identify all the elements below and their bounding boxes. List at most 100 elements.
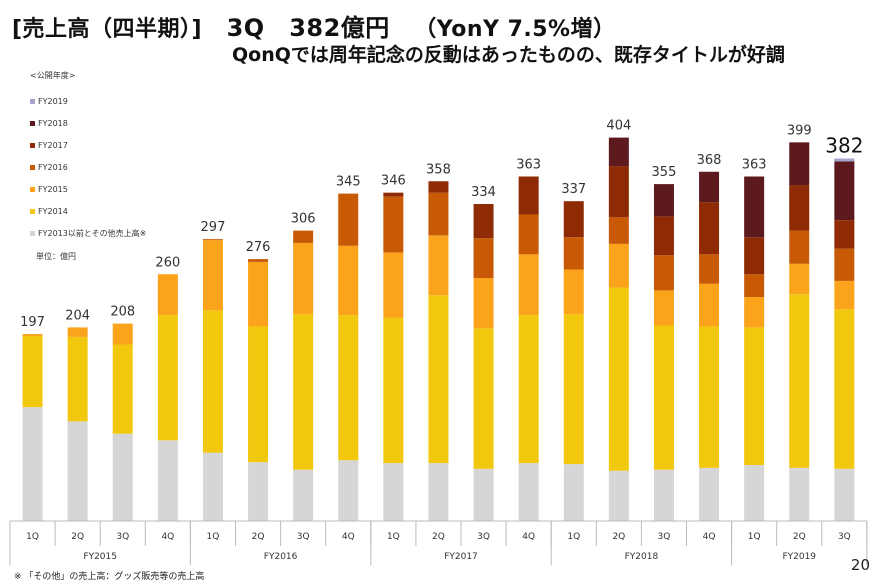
bar-segment: [744, 237, 765, 275]
total-label: 382: [825, 133, 863, 157]
bar-stack: [563, 201, 584, 521]
legend-item: FY2013以前とその他売上高※: [30, 222, 146, 244]
total-label: 260: [155, 255, 180, 270]
bar-segment: [744, 465, 765, 521]
unit-label: 単位：億円: [36, 252, 76, 261]
bar-stack: [473, 204, 494, 521]
bar-segment: [518, 315, 539, 464]
legend-label: FY2014: [38, 206, 68, 216]
group-label: FY2016: [264, 552, 298, 562]
x-tick-label: 1Q: [567, 532, 580, 542]
x-tick-label: 3Q: [477, 532, 490, 542]
bar-segment: [699, 254, 720, 284]
bar-segment: [699, 202, 720, 255]
bar-segment: [518, 254, 539, 316]
x-tick-label: 2Q: [612, 532, 625, 542]
bar-segment: [473, 328, 494, 469]
legend-swatch: [30, 120, 35, 126]
bar-stack: [157, 274, 178, 521]
bar-segment: [789, 294, 810, 468]
x-tick-label: 1Q: [26, 532, 39, 542]
x-tick-label: 3Q: [658, 532, 671, 542]
bar-segment: [653, 290, 674, 326]
total-label: 197: [20, 315, 45, 330]
bar-stack: [248, 259, 269, 521]
bar-segment: [248, 261, 269, 327]
bar-segment: [789, 142, 810, 186]
total-label: 363: [742, 158, 767, 173]
bar-segment: [383, 317, 404, 464]
bar-segment: [293, 314, 314, 470]
legend-item: FY2016: [30, 156, 146, 178]
bar-segment: [834, 280, 855, 310]
total-label: 399: [787, 123, 812, 138]
bar-segment: [653, 255, 674, 291]
bar-segment: [834, 248, 855, 281]
bar-segment: [428, 463, 449, 521]
bar-stack: [699, 171, 720, 521]
bar-segment: [563, 269, 584, 315]
bar-segment: [744, 176, 765, 238]
legend-item: FY2017: [30, 134, 146, 156]
bar-segment: [653, 469, 674, 521]
bar-segment: [202, 310, 223, 453]
legend-label: FY2017: [38, 140, 68, 150]
legend-item: FY2015: [30, 178, 146, 200]
bar-segment: [338, 193, 359, 246]
bar-stack: [834, 158, 855, 521]
total-label: 204: [65, 308, 90, 323]
bar-segment: [608, 243, 629, 288]
bar-segment: [67, 336, 88, 422]
bar-segment: [383, 463, 404, 521]
bar-segment: [67, 421, 88, 521]
bar-segment: [157, 440, 178, 521]
x-tick-label: 3Q: [297, 532, 310, 542]
page-number: 20: [850, 556, 870, 574]
bar-segment: [834, 161, 855, 221]
bar-segment: [789, 263, 810, 295]
x-tick-label: 1Q: [748, 532, 761, 542]
x-tick-label: 4Q: [161, 532, 174, 542]
legend-swatch: [30, 186, 35, 192]
bar-segment: [789, 467, 810, 521]
x-tick-label: 1Q: [387, 532, 400, 542]
group-label: FY2015: [83, 552, 117, 562]
x-tick-label: 4Q: [703, 532, 716, 542]
legend-label: FY2013以前とその他売上高※: [38, 228, 147, 238]
bar-segment: [338, 315, 359, 461]
bar-stack: [608, 137, 629, 521]
page-title: [売上高（四半期）] 3Q 382億円 （YonY 7.5%増）: [12, 8, 616, 43]
bar-segment: [202, 239, 223, 241]
legend-swatch: [30, 164, 35, 170]
bar-segment: [428, 192, 449, 236]
legend-label: FY2019: [38, 96, 68, 106]
bar-segment: [473, 278, 494, 329]
bar-segment: [112, 344, 133, 434]
legend-swatch: [30, 142, 35, 148]
total-label: 208: [110, 305, 135, 320]
bar-segment: [473, 204, 494, 239]
bar-segment: [473, 238, 494, 279]
bar-segment: [789, 185, 810, 231]
bar-stack: [22, 334, 43, 521]
legend-label: FY2015: [38, 184, 68, 194]
bar-stack: [293, 230, 314, 521]
legend-label: FY2018: [38, 118, 68, 128]
legend-item: FY2014: [30, 200, 146, 222]
bar-stack: [338, 193, 359, 521]
bar-segment: [563, 314, 584, 465]
bar-segment: [157, 315, 178, 441]
chart-legend: <公開年度> FY2019 FY2018 FY2017 FY2016 FY2015 FY2…: [30, 70, 146, 244]
bar-segment: [699, 326, 720, 468]
bar-segment: [293, 242, 314, 315]
bar-segment: [22, 335, 43, 408]
bar-segment: [112, 433, 133, 521]
bar-segment: [248, 326, 269, 463]
bar-stack: [789, 142, 810, 521]
bar-segment: [428, 295, 449, 464]
bar-segment: [112, 323, 133, 345]
legend-swatch: [30, 208, 35, 214]
bar-segment: [428, 181, 449, 193]
bar-segment: [338, 460, 359, 521]
